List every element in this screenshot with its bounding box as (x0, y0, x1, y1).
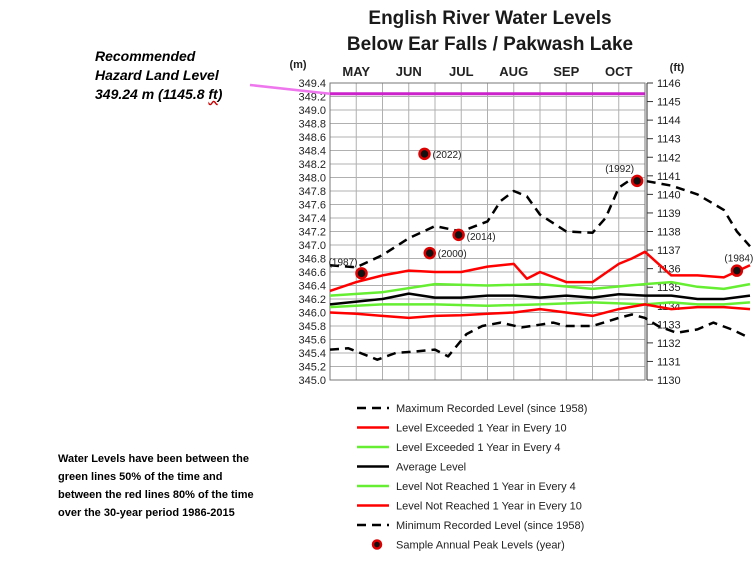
peak-year-label: (1992) (605, 164, 634, 175)
chart-subtitle: Below Ear Falls / Pakwash Lake (346, 34, 634, 55)
y-tick-label-ft: 1131 (657, 356, 681, 368)
y-tick-label-ft: 1138 (657, 227, 681, 239)
peak-marker (452, 228, 465, 242)
y-tick-label-m: 347.2 (298, 227, 326, 239)
y-tick-label-m: 348.4 (298, 146, 326, 158)
y-tick-label-m: 345.2 (298, 362, 326, 374)
hazard-note-close: ) (217, 86, 223, 102)
y-tick-label-m: 346.6 (298, 267, 326, 279)
series-line (329, 301, 751, 309)
legend-label: Level Not Reached 1 Year in Every 10 (396, 501, 582, 513)
y-unit-label-ft: (ft) (670, 62, 685, 74)
peak-marker (418, 147, 431, 161)
y-tick-label-m: 345.6 (298, 335, 326, 347)
series-line (329, 303, 751, 320)
peak-marker (355, 267, 368, 280)
series-line (329, 280, 751, 297)
y-tick-label-m: 345.4 (298, 348, 326, 360)
y-tick-label-m: 349.4 (298, 78, 326, 90)
series-line (329, 250, 751, 293)
peak-marker (423, 246, 436, 260)
hazard-note-line2: Hazard Land Level (95, 67, 219, 83)
y-tick-label-ft: 1142 (657, 152, 681, 164)
y-tick-label-ft: 1145 (657, 97, 681, 109)
y-tick-label-m: 348.2 (298, 159, 326, 171)
y-tick-label-ft: 1133 (657, 319, 681, 331)
y-tick-label-m: 347.6 (298, 200, 326, 212)
legend-label: Average Level (396, 462, 466, 474)
y-tick-label-m: 348.0 (298, 173, 326, 185)
peak-year-label: (1984) (724, 254, 753, 265)
y-tick-label-m: 346.0 (298, 308, 326, 320)
y-tick-label-m: 345.0 (298, 375, 326, 387)
legend-label: Sample Annual Peak Levels (year) (396, 540, 565, 552)
peak-marker (630, 174, 644, 188)
footnote-line3: between the red lines 80% of the time (58, 489, 254, 501)
y-tick-label-m: 346.2 (298, 294, 326, 306)
legend-label: Level Exceeded 1 Year in Every 4 (396, 442, 561, 454)
peak-year-label: (2000) (438, 249, 467, 260)
y-tick-label-m: 347.4 (298, 213, 326, 225)
y-tick-label-m: 346.4 (298, 281, 326, 293)
hazard-note-line1: Recommended (95, 48, 196, 64)
chart-title: English River Water Levels (368, 8, 612, 29)
plot-frame (329, 82, 646, 381)
y-tick-label-m: 349.2 (298, 92, 326, 104)
series-line (329, 177, 646, 269)
y-tick-label-ft: 1130 (657, 375, 681, 387)
month-label: AUG (499, 64, 528, 79)
y-tick-label-ft: 1137 (657, 245, 681, 257)
month-label: SEP (553, 64, 579, 79)
series-line (631, 177, 751, 248)
peak-year-label: (1987) (329, 257, 358, 268)
peak-year-label: (2014) (467, 232, 496, 243)
month-label: MAY (342, 64, 370, 79)
y-tick-label-ft: 1140 (657, 189, 681, 201)
y-tick-label-ft: 1141 (657, 171, 681, 183)
y-tick-label-m: 347.0 (298, 240, 326, 252)
series-line (329, 313, 751, 361)
footnote-line1: Water Levels have been between the (58, 453, 249, 465)
y-tick-label-m: 347.8 (298, 186, 326, 198)
hazard-note-metric: 349.24 m (1145.8 (95, 86, 209, 102)
y-tick-label-ft: 1132 (657, 338, 681, 350)
y-tick-label-m: 345.8 (298, 321, 326, 333)
legend-marker-peak (371, 539, 383, 550)
month-label: OCT (605, 64, 633, 79)
peak-marker (730, 264, 744, 277)
y-tick-label-ft: 1135 (657, 282, 681, 294)
y-tick-label-ft: 1144 (657, 115, 681, 127)
y-tick-label-m: 348.6 (298, 132, 326, 144)
y-tick-label-ft: 1139 (657, 208, 681, 220)
footnote-line4: over the 30-year period 1986-2015 (58, 507, 235, 519)
legend-label: Level Exceeded 1 Year in Every 10 (396, 423, 567, 435)
y-tick-label-m: 349.0 (298, 105, 326, 117)
y-tick-label-ft: 1143 (657, 134, 681, 146)
peak-year-label: (2022) (433, 150, 462, 161)
y-tick-label-m: 346.8 (298, 254, 326, 266)
legend-label: Minimum Recorded Level (since 1958) (396, 520, 584, 532)
y-tick-label-m: 348.8 (298, 119, 326, 131)
y-tick-label-ft: 1146 (657, 78, 681, 90)
hazard-note-ft: ft (208, 86, 218, 102)
month-label: JUL (449, 64, 474, 79)
hazard-pointer-line (249, 83, 331, 96)
y-unit-label-m: (m) (289, 59, 306, 71)
legend-label: Maximum Recorded Level (since 1958) (396, 403, 587, 415)
month-label: JUN (396, 64, 422, 79)
footnote-line2: green lines 50% of the time and (58, 471, 223, 483)
hazard-note-line3: 349.24 m (1145.8 ft) (95, 85, 222, 103)
series-line (329, 292, 751, 306)
legend-label: Level Not Reached 1 Year in Every 4 (396, 481, 576, 493)
